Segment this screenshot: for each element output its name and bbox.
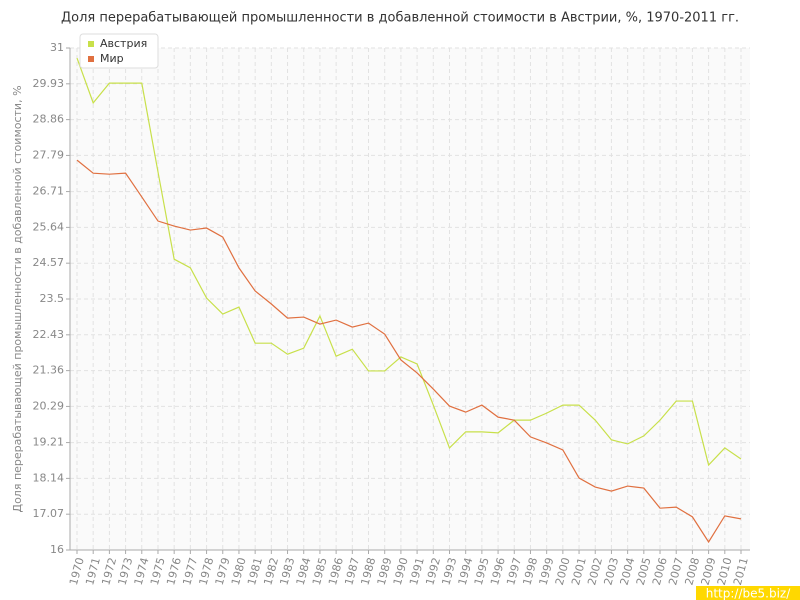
y-tick-label: 21.36 xyxy=(33,364,65,377)
y-tick-label: 23.5 xyxy=(40,292,65,305)
series-line xyxy=(76,159,742,544)
y-tick-label: 26.71 xyxy=(33,185,65,198)
legend-box xyxy=(79,33,159,69)
legend: Австрия Мир xyxy=(79,33,159,69)
y-tick-label: 24.57 xyxy=(33,256,65,269)
watermark: http://be5.biz/ xyxy=(706,587,791,600)
legend-label: Австрия xyxy=(100,37,147,50)
y-tick-label: 22.43 xyxy=(33,328,65,341)
y-tick-label: 29.93 xyxy=(33,77,65,90)
y-tick-label: 31 xyxy=(50,41,64,54)
y-tick-label: 20.29 xyxy=(33,399,65,412)
y-tick-label: 18.14 xyxy=(33,471,65,484)
y-tick-label: 28.86 xyxy=(33,113,65,126)
legend-swatch xyxy=(88,56,94,62)
y-axis-label: Доля перерабатывающей промышленности в д… xyxy=(11,85,24,512)
y-tick-label: 27.79 xyxy=(33,148,65,161)
legend-label: Мир xyxy=(100,52,124,65)
chart-title: Доля перерабатывающей промышленности в д… xyxy=(61,11,739,26)
y-tick-label: 16 xyxy=(50,543,64,556)
watermark-bg xyxy=(696,586,800,600)
legend-swatch xyxy=(88,41,94,47)
y-tick-label: 17.07 xyxy=(33,507,65,520)
y-tick-label: 25.64 xyxy=(33,220,65,233)
y-tick-label: 19.21 xyxy=(33,436,65,449)
series-line xyxy=(76,57,742,467)
